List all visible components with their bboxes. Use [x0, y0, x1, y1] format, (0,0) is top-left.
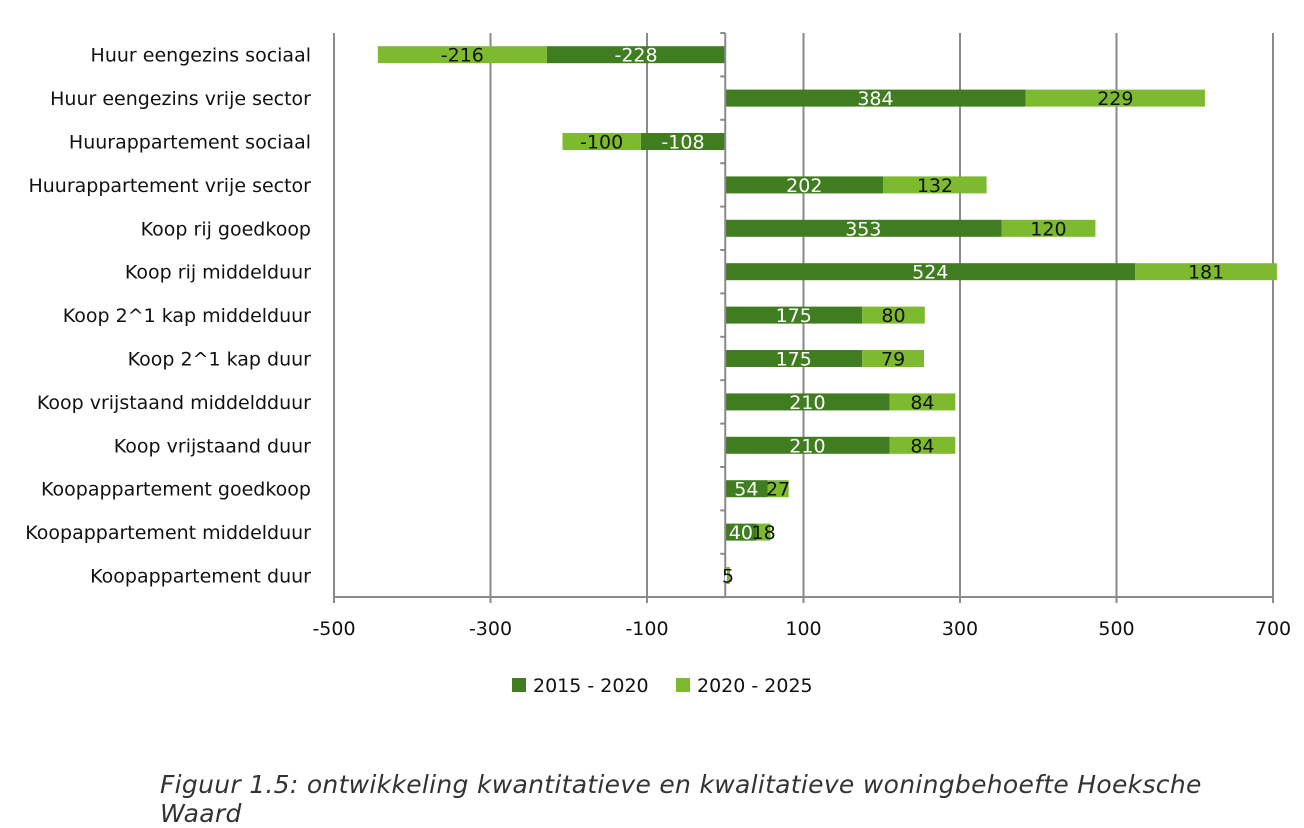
- legend-label: 2015 - 2020: [533, 675, 649, 697]
- x-tick-label: 700: [1255, 618, 1291, 640]
- data-label: 210: [789, 392, 825, 414]
- bar-segment: [725, 436, 890, 454]
- bar-segment: [756, 523, 771, 541]
- x-tick-label: 100: [785, 618, 821, 640]
- data-label: 175: [776, 349, 812, 371]
- legend-label: 2020 - 2025: [697, 675, 813, 697]
- data-label: 1: [720, 566, 732, 588]
- bar-segment: [725, 176, 884, 194]
- category-label: Koop rij goedkoop: [141, 218, 311, 240]
- bar-segment: [725, 480, 768, 498]
- data-label: 27: [766, 479, 790, 501]
- data-label: 5: [722, 566, 734, 588]
- data-label: 202: [786, 175, 822, 197]
- data-label: 84: [910, 392, 934, 414]
- category-label: Koop vrijstaand middeldduur: [37, 392, 311, 414]
- category-label: Koopappartement goedkoop: [41, 479, 311, 501]
- category-label: Koop vrijstaand duur: [114, 435, 311, 457]
- bar-segment: [725, 306, 863, 324]
- data-label: 384: [857, 88, 893, 110]
- data-label: 54: [734, 479, 758, 501]
- x-tick-label: 500: [1098, 618, 1134, 640]
- category-label: Huurappartement vrije sector: [28, 175, 311, 197]
- axes: [333, 32, 1274, 603]
- gridlines: [333, 33, 1274, 597]
- data-label: -216: [441, 45, 484, 67]
- data-label: 353: [845, 218, 881, 240]
- data-label: 120: [1030, 218, 1066, 240]
- data-label: 79: [881, 349, 905, 371]
- figure-caption: Figuur 1.5: ontwikkeling kwantitatieve e…: [160, 770, 1202, 828]
- bar-segment: [889, 393, 956, 411]
- bars: [377, 46, 1277, 584]
- legend-swatch: [676, 678, 690, 692]
- bar-segment: [1025, 89, 1205, 107]
- bar-segment: [725, 393, 890, 411]
- category-label: Huur eengezins sociaal: [91, 45, 311, 67]
- bar-segment: [377, 46, 547, 64]
- x-tick-label: -100: [625, 618, 668, 640]
- bar-segment: [546, 46, 726, 64]
- bar-segment: [1135, 263, 1277, 281]
- bar-segment: [862, 306, 925, 324]
- data-label: -228: [614, 45, 657, 67]
- bar-segment: [725, 263, 1136, 281]
- category-label: Huurappartement sociaal: [69, 132, 311, 154]
- bar-segment: [725, 350, 863, 367]
- category-label: Koop rij middelduur: [125, 262, 311, 284]
- labels: -500 -300 -100 100 300 500 700 Huur eengezins s…: [25, 45, 1291, 640]
- data-label: -108: [661, 132, 704, 154]
- category-label: Koop 2^1 kap duur: [128, 349, 312, 371]
- data-label: 80: [881, 305, 905, 327]
- bar-segment: [725, 219, 1002, 237]
- bar-segment: [726, 567, 730, 584]
- data-label: 84: [910, 435, 934, 457]
- bar-segment: [725, 89, 1026, 107]
- data-label: 18: [751, 522, 775, 544]
- bar-segment: [862, 350, 925, 367]
- data-label: 229: [1097, 88, 1133, 110]
- bar-segment: [889, 436, 956, 454]
- x-tick-label: -300: [469, 618, 512, 640]
- category-label: Koop 2^1 kap middelduur: [63, 305, 311, 327]
- category-label: Koopappartement duur: [90, 566, 311, 588]
- bar-segment: [562, 133, 641, 150]
- data-label: 181: [1188, 262, 1224, 284]
- data-label: -100: [580, 132, 623, 154]
- bar-segment: [1001, 219, 1096, 237]
- category-label: Koopappartement middelduur: [25, 522, 311, 544]
- legend-swatch: [512, 678, 526, 692]
- legend: 2015 - 2020 2020 - 2025: [512, 675, 813, 697]
- data-label: 524: [912, 262, 948, 284]
- bar-segment: [725, 523, 757, 541]
- bar-segment: [767, 480, 789, 498]
- data-label: 175: [776, 305, 812, 327]
- data-label: 210: [789, 435, 825, 457]
- data-label: 40: [729, 522, 753, 544]
- category-label: Huur eengezins vrije sector: [50, 88, 311, 110]
- bar-segment: [640, 133, 726, 150]
- bar-segment: [883, 176, 987, 194]
- x-tick-label: 300: [942, 618, 978, 640]
- data-label: 132: [917, 175, 953, 197]
- x-tick-label: -500: [312, 618, 355, 640]
